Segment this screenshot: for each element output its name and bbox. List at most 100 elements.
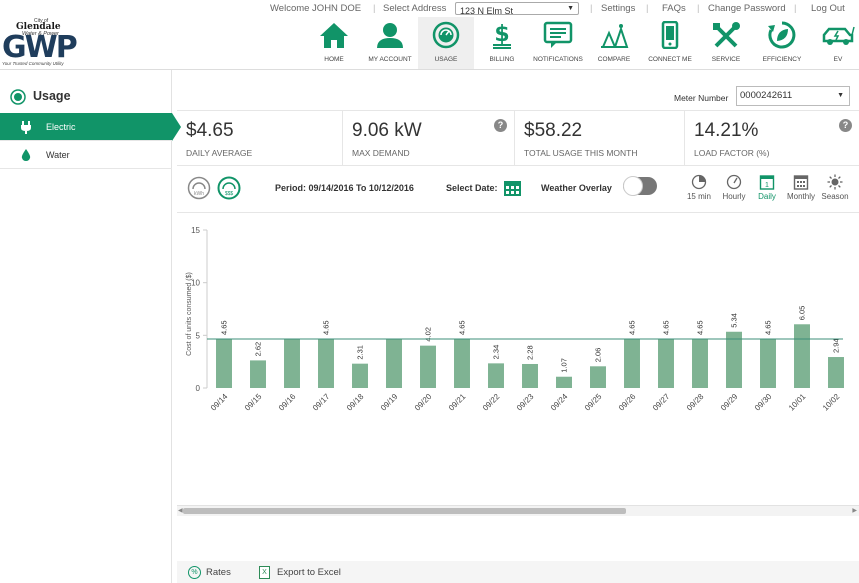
nav-compare[interactable]: COMPARE bbox=[586, 17, 642, 69]
electric-car-icon bbox=[822, 26, 855, 45]
x-tick-label: 09/20 bbox=[413, 392, 434, 413]
stat-load-factor: 14.21% LOAD FACTOR (%) ? bbox=[685, 111, 859, 165]
data-label: 2.31 bbox=[356, 345, 365, 360]
nav-billing[interactable]: $ BILLING bbox=[474, 17, 530, 69]
nav-efficiency[interactable]: EFFICIENCY bbox=[754, 17, 810, 69]
kwh-unit-icon[interactable]: kWh bbox=[187, 176, 211, 200]
chart-bar bbox=[590, 366, 606, 388]
page-title: Usage bbox=[33, 89, 71, 103]
weather-overlay-toggle[interactable] bbox=[623, 176, 657, 196]
dollar-icon: $ bbox=[493, 22, 511, 49]
stat-value: $4.65 bbox=[186, 120, 234, 141]
nav-label: HOME bbox=[324, 56, 344, 63]
select-date-label: Select Date: bbox=[446, 183, 498, 193]
address-value: 123 N Elm St bbox=[460, 6, 514, 16]
x-tick-label: 09/14 bbox=[209, 392, 230, 413]
clock-icon bbox=[691, 174, 707, 190]
sidebar-item-electric[interactable]: Electric bbox=[0, 113, 181, 141]
data-label: 6.05 bbox=[798, 306, 807, 321]
interval-daily[interactable]: 1 Daily bbox=[750, 174, 784, 201]
data-label: 4.65 bbox=[322, 320, 331, 335]
sidebar-item-water[interactable]: Water bbox=[0, 141, 172, 169]
separator: | bbox=[646, 3, 649, 14]
y-tick-label: 15 bbox=[191, 226, 200, 235]
logout-link[interactable]: Log Out bbox=[811, 3, 845, 14]
x-tick-label: 09/27 bbox=[651, 392, 672, 413]
chart-scrollbar[interactable]: ◀ ▶ bbox=[177, 505, 859, 516]
rates-link[interactable]: % Rates bbox=[188, 566, 231, 579]
x-tick-label: 09/30 bbox=[753, 392, 774, 413]
nav-label: COMPARE bbox=[597, 56, 631, 63]
x-tick-label: 09/15 bbox=[243, 392, 264, 413]
nav-label: EV bbox=[833, 56, 843, 63]
data-label: 2.28 bbox=[526, 345, 535, 360]
percent-icon: % bbox=[188, 566, 201, 579]
stat-daily-average: $4.65 DAILY AVERAGE bbox=[177, 111, 343, 165]
x-tick-label: 09/29 bbox=[719, 392, 740, 413]
x-tick-label: 09/25 bbox=[583, 392, 604, 413]
x-tick-label: 09/24 bbox=[549, 392, 570, 413]
meter-number-select[interactable]: 0000242611 ▼ bbox=[736, 86, 850, 106]
change-password-link[interactable]: Change Password bbox=[708, 3, 786, 14]
help-icon[interactable]: ? bbox=[839, 119, 852, 132]
interval-hourly[interactable]: Hourly bbox=[717, 174, 751, 201]
footer-bar: % Rates X Export to Excel bbox=[177, 561, 859, 583]
chart-bar bbox=[726, 331, 742, 388]
faqs-link[interactable]: FAQs bbox=[662, 3, 686, 14]
calendar-month-icon bbox=[793, 175, 809, 190]
divider bbox=[0, 69, 859, 70]
period-label: Period: 09/14/2016 To 10/12/2016 bbox=[275, 183, 414, 193]
nav-usage[interactable]: USAGE bbox=[418, 17, 474, 69]
gwp-logo[interactable]: City of Glendale Water & Power GWP Your … bbox=[2, 18, 78, 68]
nav-connect-me[interactable]: CONNECT ME bbox=[642, 17, 698, 69]
nav-label: EFFICIENCY bbox=[762, 56, 802, 63]
data-label: 4.65 bbox=[628, 320, 637, 335]
interval-season[interactable]: Season bbox=[818, 174, 852, 201]
svg-text:1: 1 bbox=[765, 182, 769, 189]
sidebar-item-label: Water bbox=[46, 150, 70, 160]
data-label: 2.34 bbox=[492, 345, 501, 360]
weather-overlay-label: Weather Overlay bbox=[541, 183, 612, 193]
rates-label: Rates bbox=[206, 567, 231, 579]
chart-bar bbox=[692, 339, 708, 388]
chart-bar bbox=[658, 339, 674, 388]
gauge-icon bbox=[432, 21, 460, 49]
chart-bar bbox=[828, 357, 844, 388]
stats-row: $4.65 DAILY AVERAGE 9.06 kW MAX DEMAND ?… bbox=[177, 110, 859, 166]
nav-my-account[interactable]: MY ACCOUNT bbox=[362, 17, 418, 69]
stat-caption: TOTAL USAGE THIS MONTH bbox=[524, 148, 638, 158]
interval-15min[interactable]: 15 min bbox=[682, 174, 716, 201]
chart-bar bbox=[284, 339, 300, 388]
chart-bar bbox=[624, 339, 640, 388]
scroll-right-icon[interactable]: ▶ bbox=[852, 508, 857, 514]
nav-label: SERVICE bbox=[711, 56, 741, 63]
settings-link[interactable]: Settings bbox=[601, 3, 636, 14]
calendar-icon[interactable] bbox=[503, 179, 522, 197]
home-icon bbox=[320, 23, 348, 48]
stat-caption: LOAD FACTOR (%) bbox=[694, 148, 770, 158]
interval-label: Daily bbox=[758, 192, 776, 201]
meter-number-value: 0000242611 bbox=[740, 90, 793, 101]
cost-unit-icon[interactable]: $$$ bbox=[217, 176, 241, 200]
chart-bar bbox=[318, 339, 334, 388]
scroll-left-icon[interactable]: ◀ bbox=[178, 508, 183, 514]
left-sidebar: Usage Electric Water bbox=[0, 70, 181, 583]
interval-monthly[interactable]: Monthly bbox=[784, 174, 818, 201]
chart-area: 0 5 10 15 Cost of units consumed ($) 4.65 09/1… bbox=[177, 212, 859, 512]
calendar-day-icon: 1 bbox=[759, 175, 775, 190]
address-select[interactable]: 123 N Elm St ▼ bbox=[455, 2, 579, 16]
help-icon[interactable]: ? bbox=[494, 119, 507, 132]
export-excel-link[interactable]: X Export to Excel bbox=[259, 566, 341, 579]
scrollbar-thumb[interactable] bbox=[183, 508, 626, 514]
nav-ev[interactable]: EV bbox=[810, 17, 859, 69]
svg-text:kWh: kWh bbox=[194, 191, 204, 197]
data-label: 2.94 bbox=[832, 338, 841, 353]
nav-label: MY ACCOUNT bbox=[368, 56, 412, 63]
user-icon bbox=[377, 23, 403, 48]
chart-bar bbox=[794, 324, 810, 388]
y-tick-label: 5 bbox=[196, 331, 201, 340]
nav-home[interactable]: HOME bbox=[306, 17, 362, 69]
nav-service[interactable]: SERVICE bbox=[698, 17, 754, 69]
nav-notifications[interactable]: NOTIFICATIONS bbox=[530, 17, 586, 69]
data-label: 2.62 bbox=[254, 342, 263, 357]
